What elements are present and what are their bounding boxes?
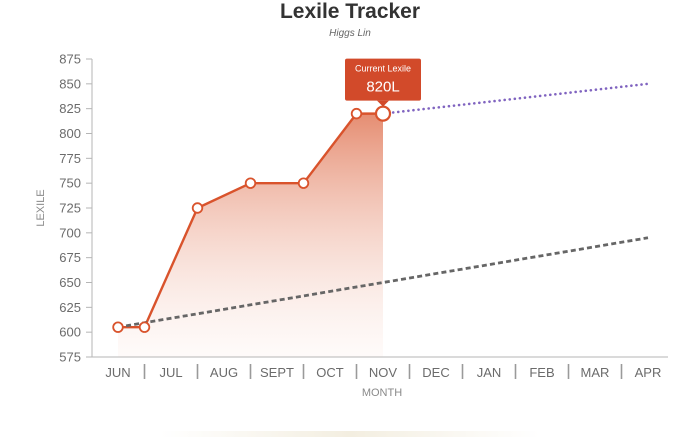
x-tick-label: MAR <box>581 365 610 380</box>
x-tick-label: AUG <box>210 365 238 380</box>
projection-dotted-line <box>381 82 650 115</box>
x-tick-label: JUN <box>105 365 130 380</box>
callout-value: 820L <box>366 79 399 96</box>
callout-title: Current Lexile <box>355 64 411 74</box>
y-tick-label: 800 <box>59 126 81 141</box>
lexile-data-point <box>112 321 124 333</box>
y-tick-label: 825 <box>59 101 81 116</box>
x-tick-label: NOV <box>369 365 398 380</box>
x-tick-label: OCT <box>316 365 344 380</box>
x-tick-label: DEC <box>422 365 449 380</box>
lexile-data-point <box>244 177 257 189</box>
lexile-data-point <box>297 177 310 189</box>
y-tick-label: 775 <box>59 151 81 166</box>
callout-pointer <box>377 100 389 107</box>
y-tick-label: 625 <box>59 300 81 315</box>
y-tick-label: 850 <box>59 76 81 91</box>
y-tick-label: 675 <box>59 250 81 265</box>
lexile-data-point <box>138 321 151 333</box>
y-tick-label: 650 <box>59 275 81 290</box>
lexile-data-point <box>191 202 204 214</box>
chart-subtitle: Higgs Lin <box>329 28 371 39</box>
y-axis-label: LEXILE <box>35 189 47 226</box>
y-tick-label: 600 <box>59 325 81 340</box>
progress-area-fill <box>118 113 383 357</box>
chart-title: Lexile Tracker <box>279 0 421 23</box>
x-tick-label: FEB <box>529 365 554 380</box>
lexile-data-point <box>350 107 363 120</box>
x-axis-label: MONTH <box>362 387 402 399</box>
y-tick-label: 750 <box>59 176 81 191</box>
x-tick-label: JUL <box>159 365 182 380</box>
y-tick-label: 725 <box>59 201 81 216</box>
y-tick-label: 875 <box>59 52 81 67</box>
y-tick-label: 700 <box>59 225 81 240</box>
x-tick-label: SEPT <box>260 365 294 380</box>
callout-box <box>345 58 421 101</box>
x-tick-label: JAN <box>477 365 502 380</box>
footer-fade <box>160 431 540 437</box>
y-tick-label: 575 <box>59 350 81 365</box>
x-tick-label: APR <box>635 365 662 380</box>
current-lexile-point <box>374 105 392 122</box>
